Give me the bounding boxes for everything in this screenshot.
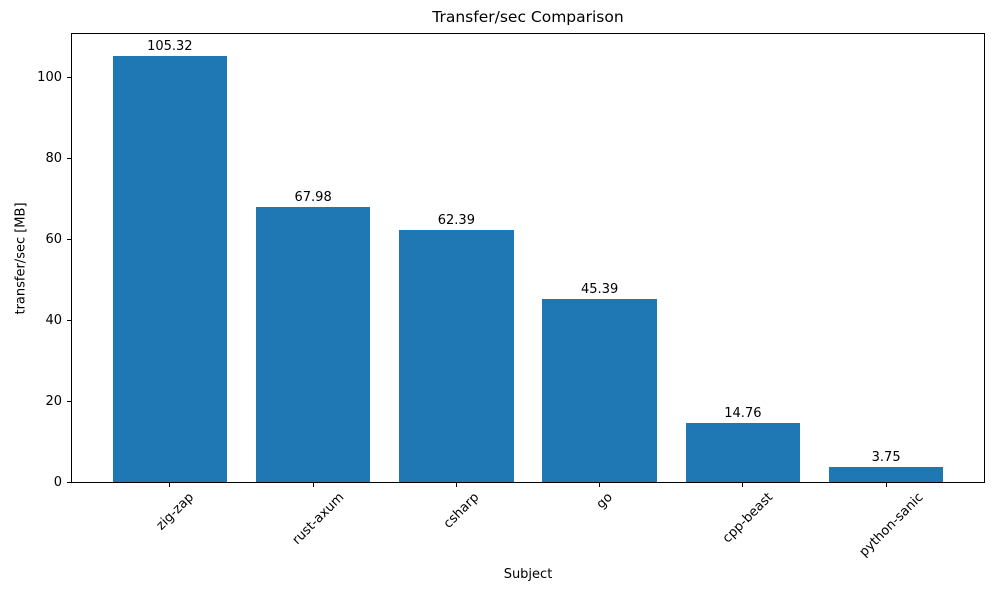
bar-value-label: 62.39 [437, 212, 475, 228]
y-tick-mark [66, 482, 71, 483]
chart-title: Transfer/sec Comparison [432, 8, 624, 26]
x-tick-label-rust-axum: rust-axum [289, 490, 347, 548]
y-tick-mark [66, 76, 71, 78]
bar-value-label: 3.75 [871, 450, 901, 466]
x-tick-label-python-sanic: python-sanic [856, 490, 927, 560]
y-tick-label: 20 [45, 393, 62, 409]
y-tick-label: 40 [45, 312, 62, 328]
bar-value-label: 105.32 [147, 38, 193, 54]
bar-csharp [399, 229, 514, 483]
x-tick-mark [599, 483, 601, 487]
bar-value-label: 14.76 [724, 405, 762, 421]
y-tick-label: 80 [45, 150, 62, 166]
x-tick-label-zig-zap: zig-zap [153, 490, 197, 534]
bar-cpp-beast [685, 422, 801, 483]
x-tick-label-cpp-beast: cpp-beast [720, 490, 777, 547]
y-tick-mark [66, 157, 71, 159]
bar-python-sanic [828, 467, 944, 483]
y-tick-mark [66, 400, 71, 402]
x-tick-mark [885, 483, 887, 487]
bar-go [542, 298, 657, 483]
bar-value-label: 67.98 [294, 189, 332, 205]
x-tick-mark [455, 483, 457, 487]
x-axis-label: Subject [503, 567, 553, 582]
y-tick-mark [66, 319, 71, 321]
y-tick-label: 0 [53, 475, 62, 490]
x-tick-label-go: go [593, 490, 616, 513]
bar-value-label: 45.39 [581, 281, 619, 297]
x-tick-label-csharp: csharp [440, 490, 482, 532]
y-tick-mark [66, 238, 71, 240]
y-axis-label: transfer/sec [MB] [13, 202, 29, 315]
y-tick-label: 60 [45, 231, 62, 247]
y-tick-label: 100 [37, 69, 62, 85]
bar-zig-zap [112, 55, 228, 483]
x-tick-mark [742, 483, 744, 487]
x-tick-mark [312, 483, 314, 487]
bar-rust-axum [255, 206, 371, 483]
x-tick-mark [169, 483, 171, 487]
